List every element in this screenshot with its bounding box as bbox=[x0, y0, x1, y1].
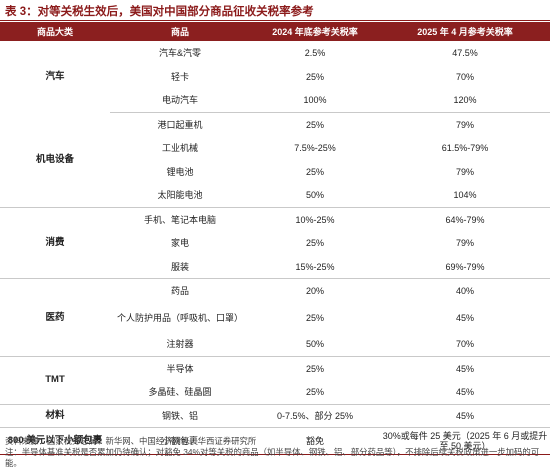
table-row: 电动汽车 100% 120% bbox=[0, 88, 550, 113]
table-row: 工业机械 7.5%-25% 61.5%-79% bbox=[0, 136, 550, 160]
rate-2024-cell: 25% bbox=[250, 380, 380, 405]
rate-2024-cell: 10%-25% bbox=[295, 214, 335, 225]
rate-2025-cell: 64%-79% bbox=[445, 214, 485, 225]
table-row: 医药 药品 20% 40% bbox=[0, 278, 550, 358]
header-rate-2025: 2025 年 4 月参考关税率 bbox=[380, 22, 550, 41]
item-cell: 工业机械 bbox=[161, 143, 198, 154]
table-row: 汽车 汽车&汽零 2.5% 47.5% bbox=[0, 41, 550, 81]
item-cell: 多晶硅、硅晶圆 bbox=[110, 380, 250, 405]
item-cell: 个人防护用品（呼吸机、口罩） bbox=[116, 312, 243, 323]
rate-2025-cell: 120% bbox=[380, 88, 550, 113]
table-row: 注射器 50% 70% bbox=[0, 332, 550, 358]
item-cell: 手机、笔记本电脑 bbox=[143, 214, 216, 225]
table-header-row: 商品大类 商品 2024 年底参考关税率 2025 年 4 月参考关税率 bbox=[0, 22, 550, 41]
rate-2024-cell: 50% bbox=[250, 183, 380, 209]
note-line: 注：半导体基准关税是否累加仍待确认；对豁免 34%对等关税的商品（如半导体、钢铁… bbox=[5, 447, 540, 468]
rate-2024-cell: 25% bbox=[305, 119, 324, 130]
header-item: 商品 bbox=[110, 22, 250, 41]
rate-2025-cell: 45% bbox=[455, 363, 474, 374]
table-row: 锂电池 25% 79% bbox=[0, 160, 550, 184]
item-cell: 药品 bbox=[170, 286, 189, 297]
rate-2024-cell: 25% bbox=[305, 312, 324, 323]
rate-2024-cell: 50% bbox=[250, 332, 380, 358]
rate-2025-cell: 79% bbox=[455, 119, 474, 130]
item-cell: 服装 bbox=[110, 255, 250, 280]
table-row: 多晶硅、硅晶圆 25% 45% bbox=[0, 380, 550, 405]
item-cell: 锂电池 bbox=[166, 166, 194, 177]
header-rate-2024: 2024 年底参考关税率 bbox=[250, 22, 380, 41]
rate-2025-cell: 79% bbox=[455, 166, 474, 177]
rate-2024-cell: 2.5% bbox=[304, 47, 326, 58]
source-note: 资料来源：国家税务总局、新华网、中国经济网等，华西证券研究所 注：半导体基准关税… bbox=[5, 436, 545, 469]
category-cell: 消费 bbox=[0, 207, 110, 280]
item-cell: 钢铁、铝 bbox=[110, 404, 250, 429]
item-cell: 电动汽车 bbox=[110, 88, 250, 113]
table-row: 服装 15%-25% 69%-79% bbox=[0, 255, 550, 280]
rate-2025-cell: 61.5%-79% bbox=[441, 143, 489, 154]
table-row: 机电设备 港口起重机 25% 79% bbox=[0, 112, 550, 209]
rate-2025-cell: 47.5% bbox=[452, 47, 478, 58]
item-cell: 注射器 bbox=[110, 332, 250, 358]
category-cell: 医药 bbox=[0, 278, 110, 358]
rate-2024-cell: 15%-25% bbox=[250, 255, 380, 280]
category-cell: 汽车 bbox=[45, 70, 65, 82]
rate-2024-cell: 25% bbox=[305, 363, 324, 374]
table-title: 表 3：对等关税生效后，美国对中国部分商品征收关税率参考 bbox=[5, 6, 314, 18]
rate-2024-cell: 25% bbox=[305, 166, 324, 177]
table-row: 家电 25% 79% bbox=[0, 231, 550, 255]
rate-2025-cell: 45% bbox=[455, 312, 474, 323]
rate-2025-cell: 40% bbox=[455, 286, 474, 297]
title-divider bbox=[0, 20, 550, 21]
rate-2024-cell: 25% bbox=[305, 238, 324, 249]
category-cell: 800 美元以下小额包裹 bbox=[0, 427, 110, 456]
table-row: 800 美元以下小额包裹 小额包裹 豁免 30%或每件 25 美元（2025 年… bbox=[0, 427, 550, 456]
category-cell: 材料 bbox=[0, 404, 110, 429]
table-row: 个人防护用品（呼吸机、口罩） 25% 45% bbox=[0, 303, 550, 333]
item-cell: 太阳能电池 bbox=[110, 183, 250, 209]
table-row: TMT 半导体 25% 45% bbox=[0, 356, 550, 405]
item-cell: 小额包裹 bbox=[110, 427, 250, 456]
item-cell: 轻卡 bbox=[170, 71, 189, 82]
rate-2024-cell: 7.5%-25% bbox=[294, 143, 336, 154]
table-row: 材料 钢铁、铝 0-7.5%、部分 25% 45% bbox=[0, 404, 550, 429]
table-row: 消费 手机、笔记本电脑 10%-25% 64%-79% bbox=[0, 207, 550, 280]
rate-2025-cell: 30%或每件 25 美元（2025 年 6 月或提升至 50 美元） bbox=[380, 427, 550, 456]
rate-2024-cell: 0-7.5%、部分 25% bbox=[250, 404, 380, 429]
rate-2025-cell: 45% bbox=[380, 380, 550, 405]
item-cell: 港口起重机 bbox=[157, 119, 203, 130]
rate-2025-cell: 69%-79% bbox=[380, 255, 550, 280]
category-cell: TMT bbox=[0, 356, 110, 405]
rate-2024-cell: 20% bbox=[305, 286, 324, 297]
rate-2025-cell: 70% bbox=[380, 332, 550, 358]
rate-2024-cell: 豁免 bbox=[250, 427, 380, 456]
item-cell: 半导体 bbox=[166, 363, 194, 374]
header-category: 商品大类 bbox=[0, 22, 110, 41]
rate-2025-cell: 104% bbox=[380, 183, 550, 209]
source-line: 资料来源：国家税务总局、新华网、中国经济网等，华西证券研究所 bbox=[5, 436, 257, 446]
tariff-table: 商品大类 商品 2024 年底参考关税率 2025 年 4 月参考关税率 汽车 … bbox=[0, 22, 550, 456]
item-cell: 汽车&汽零 bbox=[158, 47, 201, 58]
table-row: 太阳能电池 50% 104% bbox=[0, 183, 550, 209]
category-cell: 机电设备 bbox=[0, 112, 110, 209]
rate-2025-cell: 70% bbox=[455, 71, 474, 82]
item-cell: 家电 bbox=[170, 238, 189, 249]
rate-2024-cell: 25% bbox=[305, 71, 324, 82]
table-row: 轻卡 25% 70% bbox=[0, 65, 550, 89]
rate-2024-cell: 100% bbox=[250, 88, 380, 113]
rate-2025-cell: 45% bbox=[380, 404, 550, 429]
rate-2025-cell: 79% bbox=[455, 238, 474, 249]
